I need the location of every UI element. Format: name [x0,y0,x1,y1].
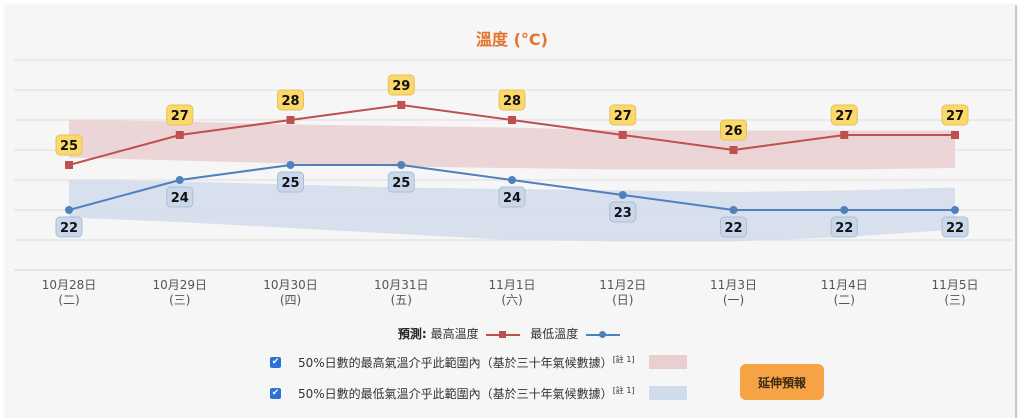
legend: 預測: 最高溫度 最低溫度 [0,325,1024,342]
data-label: 27 [171,109,189,124]
x-axis-label: 10月28日 (二) [41,278,97,307]
band-max-toggle[interactable]: ✔ 50%日數的最高氣溫介乎此範圍內（基於三十年氣候數據） [註 1] [270,352,687,372]
max-line-legend-icon [486,330,521,340]
data-point[interactable] [508,116,516,124]
data-label: 25 [281,176,299,191]
data-point[interactable] [729,206,738,214]
data-label: 25 [60,139,78,154]
data-label-bg [55,216,83,238]
extended-forecast-button[interactable]: 延伸預報 [740,364,824,400]
data-point[interactable] [951,206,959,214]
data-point[interactable] [618,131,627,139]
data-label-bg [166,104,194,126]
data-point[interactable] [286,116,295,124]
band-max-checkbox[interactable]: ✔ [270,356,281,368]
x-axis-label: 10月31日 (五) [373,278,429,307]
data-point[interactable] [65,206,73,214]
data-label-bg [830,216,858,238]
data-label-bg [387,171,415,193]
band-min-checkbox[interactable]: ✔ [270,387,281,399]
data-label: 26 [724,124,742,139]
x-axis-label: 11月2日 (日) [599,278,647,307]
legend-min-label[interactable]: 最低溫度 [530,327,579,341]
data-label: 25 [392,176,410,191]
note-link[interactable]: [註 1] [612,354,635,364]
note-link[interactable]: [註 1] [612,385,635,395]
x-axis-label: 11月5日 (三) [931,278,979,307]
min-line-legend-icon [586,330,621,340]
data-point[interactable] [840,131,849,139]
temperature-chart: 25 27 28 29 28 27 26 27 27 22 24 25 25 24 23 22 22 22 [14,59,1012,271]
band-min-toggle[interactable]: ✔ 50%日數的最低氣溫介乎此範圍內（基於三十年氣候數據） [註 1] [270,383,687,403]
x-axis-label: 11月4日 (二) [820,278,868,307]
band-min-label: 50%日數的最低氣溫介乎此範圍內（基於三十年氣候數據） [298,386,613,401]
data-label-bg [277,89,304,111]
chart-title: 溫度 (°C) [476,30,548,49]
data-label: 27 [835,109,853,124]
x-axis-label: 11月1日 (六) [488,278,536,307]
data-label: 22 [946,221,964,236]
data-label: 28 [503,94,521,109]
data-label-bg [720,216,747,238]
data-label-bg [498,89,526,111]
data-point[interactable] [951,131,959,139]
data-label-bg [609,201,637,223]
data-label-bg [609,104,637,126]
data-label-bg [941,216,969,238]
legend-max-label[interactable]: 最高溫度 [430,327,479,341]
band-min-swatch [648,386,687,400]
data-point[interactable] [618,191,627,199]
data-label-bg [387,74,415,96]
data-point[interactable] [397,161,406,169]
data-point[interactable] [840,206,849,214]
data-label: 27 [614,109,632,124]
data-point[interactable] [286,161,295,169]
data-label-bg [55,134,83,156]
data-label: 23 [614,206,632,221]
data-label: 24 [503,191,521,206]
x-axis-label: 11月3日 (一) [710,278,757,307]
data-label: 22 [724,221,742,236]
max-temp-band [69,120,955,170]
data-label: 22 [835,221,853,236]
data-label: 22 [60,221,78,236]
legend-prefix: 預測: [397,327,427,341]
data-point[interactable] [175,131,184,139]
data-label: 28 [281,94,299,109]
data-label-bg [830,104,858,126]
data-label: 29 [392,79,410,94]
data-label-bg [166,186,194,208]
data-label-bg [277,171,304,193]
x-axis-label: 10月29日 (三) [152,278,208,307]
data-point[interactable] [65,161,73,169]
data-label-bg [498,186,526,208]
data-label: 27 [946,109,964,124]
data-point[interactable] [175,176,184,184]
band-max-label: 50%日數的最高氣溫介乎此範圍內（基於三十年氣候數據） [298,355,613,370]
data-label-bg [720,119,747,141]
x-axis-label: 10月30日 (四) [263,278,318,307]
data-point[interactable] [508,176,516,184]
data-point[interactable] [729,146,738,154]
data-label-bg [941,104,969,126]
data-point[interactable] [397,101,406,109]
band-max-swatch [648,355,687,369]
data-label: 24 [171,191,189,206]
